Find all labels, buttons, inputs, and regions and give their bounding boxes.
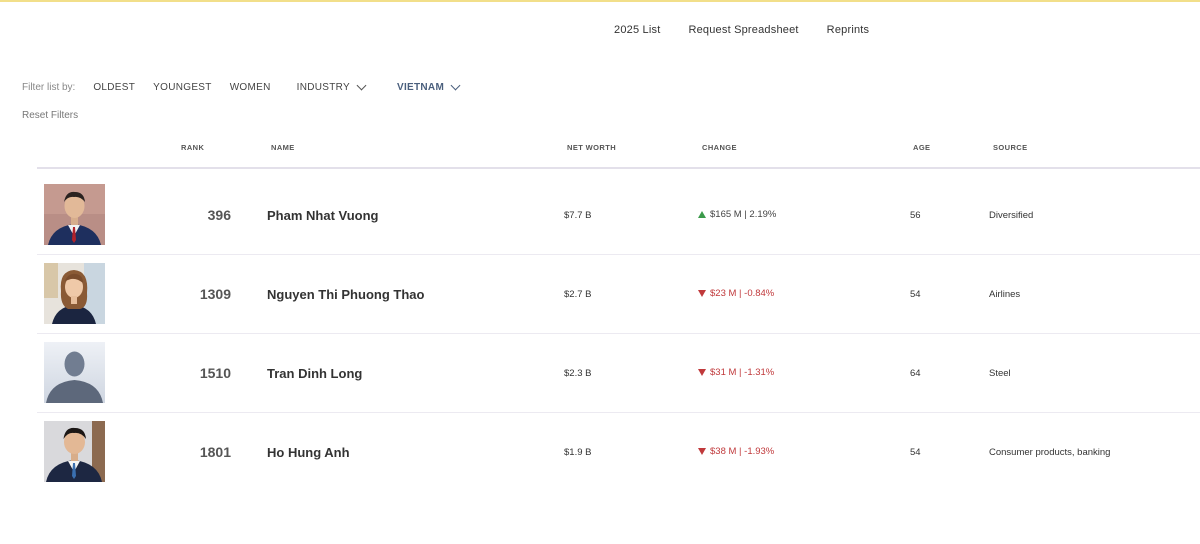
source-value: Airlines [989,289,1021,300]
change-value: $23 M | -0.84% [698,288,774,299]
change-text: $165 M | 2.19% [710,209,777,220]
triangle-up-icon [698,211,706,218]
top-accent-bar [0,0,1200,2]
table-row[interactable]: 1510 Tran Dinh Long $2.3 B $31 M | -1.31… [0,334,1200,413]
source-value: Steel [989,368,1011,379]
triangle-down-icon [698,448,706,455]
filter-country-label: VIETNAM [396,81,445,93]
header-age[interactable]: AGE [913,143,931,152]
filter-country-dropdown[interactable]: VIETNAM [396,80,461,93]
portrait-woman-photo[interactable] [44,263,105,324]
filter-label: Filter list by: [22,81,76,93]
header-change[interactable]: CHANGE [702,143,737,152]
filter-youngest[interactable]: YOUNGEST [153,81,212,93]
header-rank[interactable]: RANK [181,143,205,152]
rank-value: 1801 [199,444,231,460]
row-divider [37,333,1200,334]
change-text: $38 M | -1.93% [710,446,775,457]
table-row[interactable]: 396 Pham Nhat Vuong $7.7 B $165 M | 2.19… [0,176,1200,255]
person-name-link[interactable]: Ho Hung Anh [267,445,350,460]
reset-filters-link[interactable]: Reset Filters [22,110,79,121]
filter-oldest[interactable]: OLDEST [93,81,136,93]
change-value: $31 M | -1.31% [698,367,774,378]
placeholder-silhouette-photo[interactable] [44,342,105,403]
rank-value: 1510 [199,365,231,381]
portrait-man-suit-photo[interactable] [44,184,105,245]
chevron-down-icon [356,80,367,90]
table-header: RANK NAME NET WORTH CHANGE AGE SOURCE [0,143,1200,155]
nav-reprints-link[interactable]: Reprints [826,24,870,36]
filter-women[interactable]: WOMEN [229,81,271,93]
header-source[interactable]: SOURCE [993,143,1028,152]
row-divider [37,254,1200,255]
rank-value: 396 [207,207,231,223]
age-value: 56 [910,210,921,221]
change-text: $31 M | -1.31% [710,367,775,378]
person-name-link[interactable]: Nguyen Thi Phuong Thao [267,287,425,302]
table-row[interactable]: 1309 Nguyen Thi Phuong Thao $2.7 B $23 M… [0,255,1200,334]
change-value: $38 M | -1.93% [698,446,774,457]
triangle-down-icon [698,369,706,376]
rank-value: 1309 [199,286,231,302]
filter-bar: Filter list by: OLDEST YOUNGEST WOMEN IN… [22,80,477,94]
filter-industry-label: INDUSTRY [296,81,350,93]
source-value: Diversified [989,210,1034,221]
net-worth-value: $2.3 B [564,368,592,379]
net-worth-value: $2.7 B [564,289,592,300]
net-worth-value: $1.9 B [564,447,592,458]
triangle-down-icon [698,290,706,297]
person-name-link[interactable]: Tran Dinh Long [267,366,363,381]
chevron-down-icon [450,80,461,90]
age-value: 54 [910,447,921,458]
net-worth-value: $7.7 B [564,210,592,221]
billionaire-list: 396 Pham Nhat Vuong $7.7 B $165 M | 2.19… [0,176,1200,492]
header-net-worth[interactable]: NET WORTH [567,143,617,152]
nav-request-spreadsheet-link[interactable]: Request Spreadsheet [688,24,799,36]
filter-industry-dropdown[interactable]: INDUSTRY [296,80,367,93]
source-value: Consumer products, banking [989,447,1111,458]
change-value: $165 M | 2.19% [698,209,776,220]
header-name[interactable]: NAME [271,143,295,152]
portrait-man-suit-photo[interactable] [44,421,105,482]
change-text: $23 M | -0.84% [710,288,775,299]
row-divider [37,412,1200,413]
age-value: 64 [910,368,921,379]
age-value: 54 [910,289,921,300]
table-row[interactable]: 1801 Ho Hung Anh $1.9 B $38 M | -1.93% 5… [0,413,1200,492]
nav-2025-list-link[interactable]: 2025 List [614,24,661,36]
top-nav: 2025 List Request Spreadsheet Reprints [614,24,897,36]
header-divider [37,167,1200,169]
person-name-link[interactable]: Pham Nhat Vuong [267,208,379,223]
